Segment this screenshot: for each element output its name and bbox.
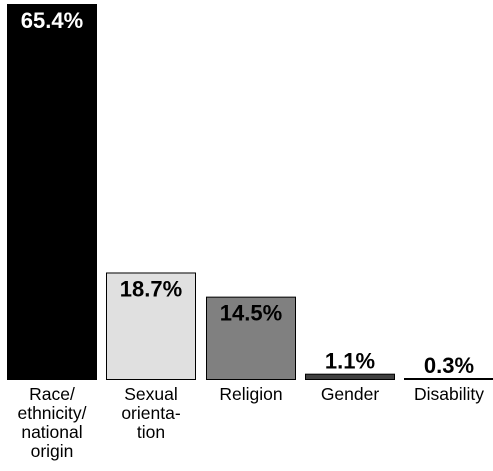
category-label-line: ethnicity/ [17,403,86,423]
bar-gender [305,373,395,381]
category-label-line: Religion [219,384,282,404]
category-label-line: origin [31,441,74,461]
value-label-religion: 14.5% [220,301,282,326]
category-label-line: tion [137,422,165,442]
category-label-gender: Gender [321,384,380,404]
category-label-line: Disability [414,384,484,404]
category-label-line: national [21,422,82,442]
bar-race-ethnicity-national-origin [7,4,97,380]
value-label-disability: 0.3% [424,353,474,378]
bars-group [7,4,493,381]
category-label-disability: Disability [414,384,484,404]
category-label-race-ethnicity-national-origin: Race/ethnicity/national origin [17,384,86,461]
category-label-line: Race/ [29,384,75,404]
category-label-line: orienta- [121,403,181,423]
category-label-sexual-orienta-tion: Sexual orienta-tion [121,384,181,442]
bar-sexual-orienta-tion [106,272,196,380]
labels-group: 65.4% Race/ethnicity/national origin 18.7% S… [17,8,484,461]
category-label-line: Gender [321,384,380,404]
category-label-line: Sexual [124,384,178,404]
category-label-religion: Religion [219,384,282,404]
bar-disability [404,378,493,380]
value-label-sexual-orienta-tion: 18.7% [120,276,182,301]
bar-religion [206,296,296,380]
value-label-gender: 1.1% [325,349,375,374]
value-label-race-ethnicity-national-origin: 65.4% [21,8,83,33]
